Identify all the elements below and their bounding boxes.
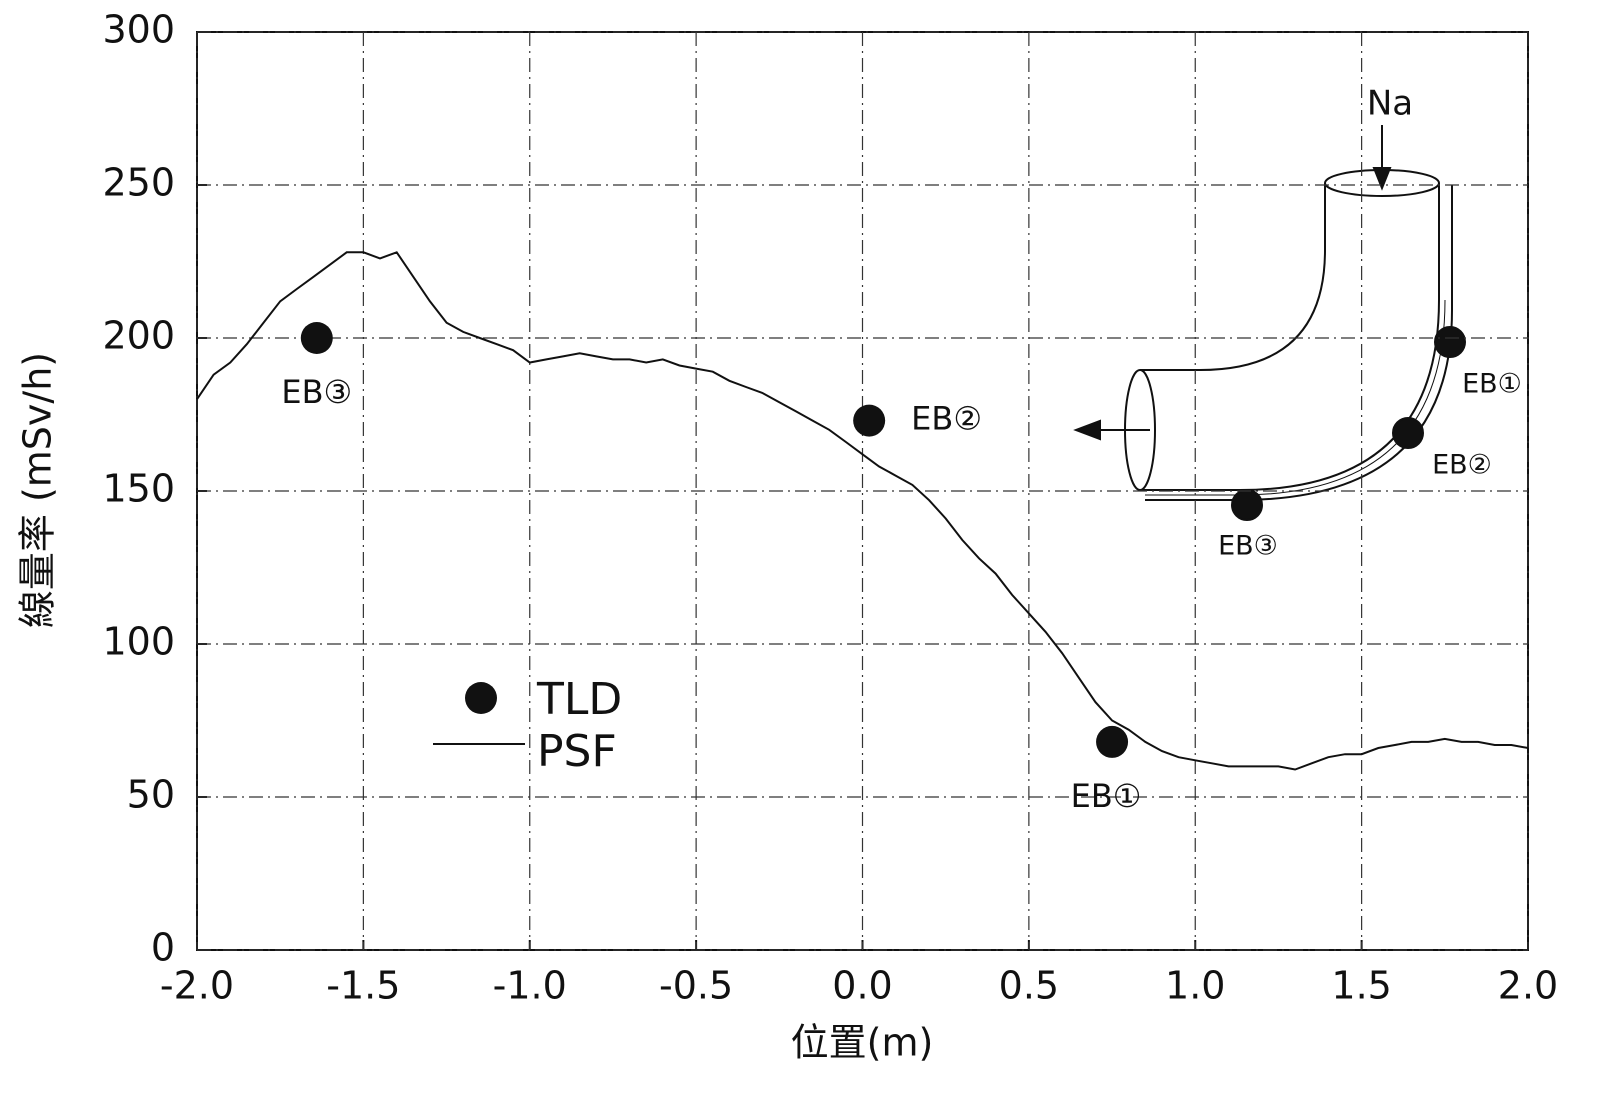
y-tick-label: 250 xyxy=(102,161,175,205)
legend-label: TLD xyxy=(536,674,622,725)
x-tick-label: -2.0 xyxy=(160,964,234,1008)
y-tick-label: 0 xyxy=(151,926,175,970)
inset-label: Na xyxy=(1367,84,1413,124)
y-tick-label: 150 xyxy=(102,467,175,511)
tld-point xyxy=(853,404,886,437)
x-tick-label: -0.5 xyxy=(659,964,733,1008)
y-tick-label: 50 xyxy=(127,773,175,817)
x-tick-label: 0.5 xyxy=(999,964,1059,1008)
x-tick-label: 2.0 xyxy=(1498,964,1558,1008)
x-tick-label: 1.5 xyxy=(1331,964,1391,1008)
x-tick-label: 1.0 xyxy=(1165,964,1225,1008)
x-tick-label: -1.5 xyxy=(326,964,400,1008)
y-tick-label: 100 xyxy=(102,620,175,664)
legend-label: PSF xyxy=(537,726,617,777)
psf-line xyxy=(196,251,1529,771)
inset-diagram xyxy=(1073,125,1466,521)
tld-point xyxy=(1096,725,1129,758)
point-label: EB② xyxy=(911,400,982,438)
legend-marker xyxy=(465,682,497,714)
y-axis-title: 線量率 (mSv/h) xyxy=(16,352,60,628)
y-tick-label: 300 xyxy=(102,8,175,52)
inset-label: EB① xyxy=(1462,369,1522,400)
point-label: EB① xyxy=(1071,777,1142,815)
point-label: EB③ xyxy=(281,373,352,411)
inset-label: EB③ xyxy=(1218,531,1278,562)
inset-label: EB② xyxy=(1432,450,1492,481)
tld-point xyxy=(300,322,333,354)
x-axis-title: 位置(m) xyxy=(791,1021,934,1065)
x-tick-label: 0.0 xyxy=(832,964,892,1008)
x-tick-label: -1.0 xyxy=(493,964,567,1008)
y-tick-label: 200 xyxy=(102,314,175,358)
